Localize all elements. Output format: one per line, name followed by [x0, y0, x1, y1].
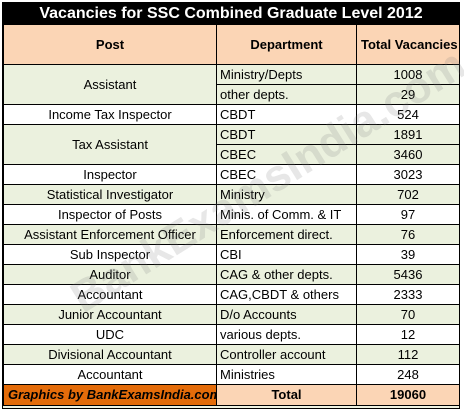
header-row: Post Department Total Vacancies: [3, 24, 460, 65]
header-total-vacancies: Total Vacancies: [356, 24, 460, 65]
cell-post: Assistant: [3, 64, 217, 105]
total-value: 19060: [356, 384, 460, 406]
cell-vacancies: 1008: [356, 64, 460, 85]
table-row: Junior Accountant D/o Accounts 70: [3, 304, 460, 325]
cell-post: UDC: [3, 324, 217, 345]
cell-post: Auditor: [3, 264, 217, 285]
table-row: Inspector of Posts Minis. of Comm. & IT …: [3, 204, 460, 225]
cell-vacancies: 524: [356, 104, 460, 125]
header-post: Post: [3, 24, 217, 65]
cell-vacancies: 70: [356, 304, 460, 325]
table-row: UDC various depts. 12: [3, 324, 460, 345]
cell-vacancies: 97: [356, 204, 460, 225]
cell-vacancies: 1891: [356, 124, 460, 145]
cell-department: D/o Accounts: [216, 304, 357, 325]
cell-post: Tax Assistant: [3, 124, 217, 165]
cell-department: CBI: [216, 244, 357, 265]
cell-department: CBEC: [216, 144, 357, 165]
cell-vacancies: 3460: [356, 144, 460, 165]
cell-post: Divisional Accountant: [3, 344, 217, 365]
cell-post: Accountant: [3, 364, 217, 385]
cell-post: Assistant Enforcement Officer: [3, 224, 217, 245]
table-row: Accountant CAG,CBDT & others 2333: [3, 284, 460, 305]
cell-department: Enforcement direct.: [216, 224, 357, 245]
cell-department: CAG & other depts.: [216, 264, 357, 285]
cell-vacancies: 248: [356, 364, 460, 385]
cell-post: Inspector: [3, 164, 217, 185]
table-row: Auditor CAG & other depts. 5436: [3, 264, 460, 285]
cell-post: Junior Accountant: [3, 304, 217, 325]
cell-vacancies: 112: [356, 344, 460, 365]
cell-vacancies: 702: [356, 184, 460, 205]
table-row: Assistant Enforcement Officer Enforcemen…: [3, 224, 460, 245]
cell-vacancies: 2333: [356, 284, 460, 305]
table-row: Accountant Ministries 248: [3, 364, 460, 385]
cell-vacancies: 76: [356, 224, 460, 245]
cell-post: Accountant: [3, 284, 217, 305]
table-row: other depts. 29: [4, 84, 460, 105]
table-row: Income Tax Inspector CBDT 524: [3, 104, 460, 125]
cell-vacancies: 5436: [356, 264, 460, 285]
total-label: Total: [216, 384, 357, 406]
table-row: Assistant Ministry/Depts 1008: [3, 64, 460, 105]
cell-department: other depts.: [216, 84, 357, 105]
cell-department: Ministries: [216, 364, 357, 385]
table-row: Inspector CBEC 3023: [3, 164, 460, 185]
table-row: CBEC 3460: [4, 144, 460, 165]
table-row: Tax Assistant CBDT 1891: [3, 124, 460, 165]
cell-vacancies: 39: [356, 244, 460, 265]
cell-vacancies: 12: [356, 324, 460, 345]
table-row: Statistical Investigator Ministry 702: [3, 184, 460, 205]
cell-vacancies: 29: [356, 84, 460, 105]
table-row: Sub Inspector CBI 39: [3, 244, 460, 265]
cell-vacancies: 3023: [356, 164, 460, 185]
cell-department: CBDT: [216, 124, 357, 145]
total-row: Graphics by BankExamsIndia.com Total 190…: [3, 384, 460, 406]
cell-department: Controller account: [216, 344, 357, 365]
cell-post: Sub Inspector: [3, 244, 217, 265]
vacancy-table: Post Department Total Vacancies Assistan…: [3, 24, 460, 406]
cell-post: Income Tax Inspector: [3, 104, 217, 125]
cell-department: Minis. of Comm. & IT: [216, 204, 357, 225]
table-row: Divisional Accountant Controller account…: [3, 344, 460, 365]
cell-post: Inspector of Posts: [3, 204, 217, 225]
cell-department: Ministry/Depts: [216, 64, 357, 85]
header-department: Department: [216, 24, 357, 65]
cell-department: CAG,CBDT & others: [216, 284, 357, 305]
cell-department: CBEC: [216, 164, 357, 185]
cell-department: various depts.: [216, 324, 357, 345]
cell-department: Ministry: [216, 184, 357, 205]
graphics-credit: Graphics by BankExamsIndia.com: [3, 384, 217, 406]
table-title: Vacancies for SSC Combined Graduate Leve…: [3, 3, 459, 24]
cell-post: Statistical Investigator: [3, 184, 217, 205]
cell-department: CBDT: [216, 104, 357, 125]
